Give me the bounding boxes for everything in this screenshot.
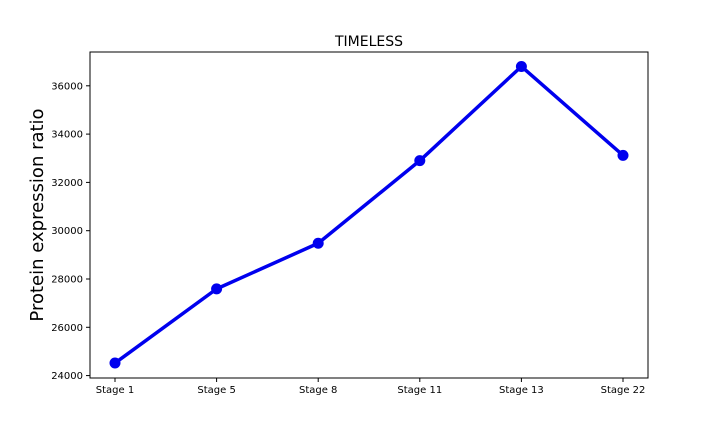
data-point	[617, 149, 629, 161]
plot-area-frame	[89, 51, 649, 379]
series-layer	[109, 60, 629, 369]
data-point	[109, 357, 121, 369]
x-tick-label: Stage 5	[197, 385, 235, 396]
x-tick-label: Stage 13	[499, 385, 544, 396]
y-tick-label: 32000	[51, 178, 83, 189]
y-tick-label: 26000	[51, 323, 83, 334]
y-tick-label: 34000	[51, 130, 83, 141]
data-point	[312, 237, 324, 249]
x-tick-label: Stage 8	[299, 385, 337, 396]
x-tick-label: Stage 1	[96, 385, 134, 396]
y-axis-label: Protein expression ratio	[27, 108, 48, 321]
data-point	[414, 155, 426, 167]
x-axis-ticks: Stage 1 Stage 5 Stage 8 Stage 11 Stage 13 Sta…	[96, 378, 646, 396]
data-point	[211, 283, 223, 295]
x-tick-label: Stage 22	[601, 385, 646, 396]
y-tick-label: 30000	[51, 226, 83, 237]
chart-title: TIMELESS	[334, 34, 403, 50]
y-tick-label: 36000	[51, 81, 83, 92]
y-tick-label: 24000	[51, 371, 83, 382]
y-tick-label: 28000	[51, 274, 83, 285]
data-point	[515, 60, 527, 72]
series-line	[113, 64, 625, 365]
y-axis-ticks: 24000 26000 28000 30000 32000 34000 36000	[51, 81, 90, 382]
x-tick-label: Stage 11	[397, 385, 442, 396]
